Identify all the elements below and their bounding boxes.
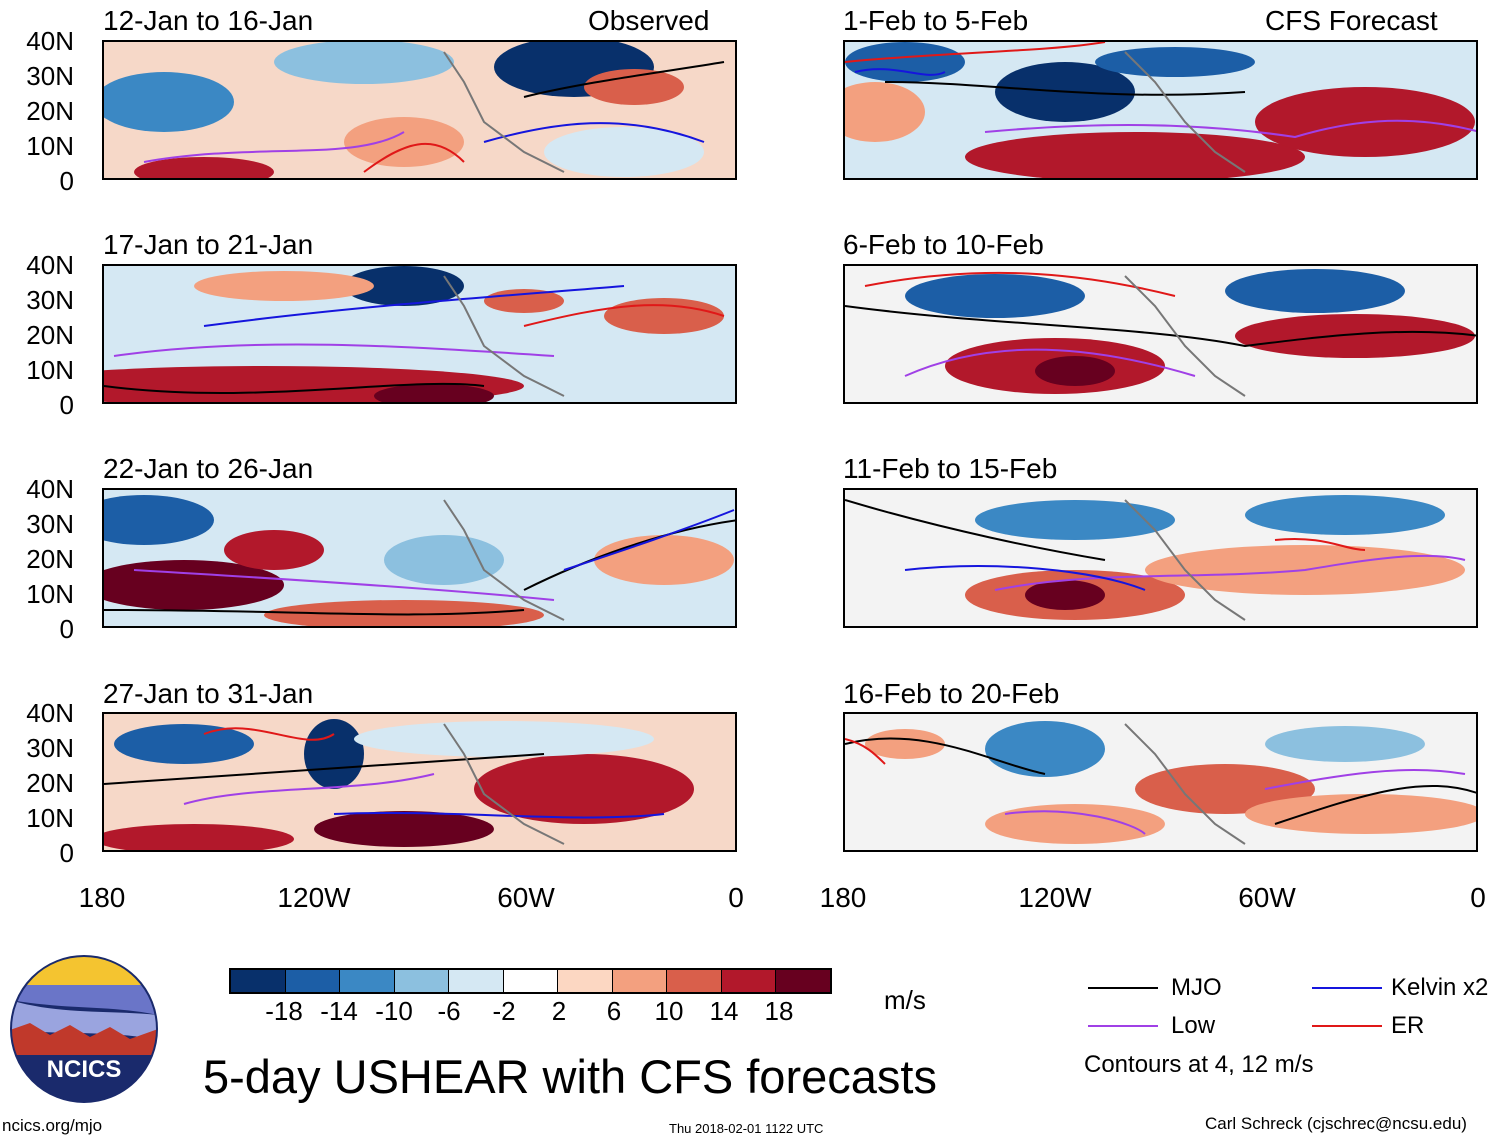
shear-field-map [104,714,735,850]
cbar-label: -6 [437,996,461,1026]
lat-label: 20N [26,768,74,798]
shear-field-map [104,490,735,626]
colorbar-swatch [503,970,559,992]
lat-label: 30N [26,61,74,91]
cbar-label: 14 [709,996,739,1026]
map-panel-obs-3 [102,488,737,628]
footer-timestamp: Thu 2018-02-01 1122 UTC [669,1121,824,1136]
colorbar-swatch [558,970,613,992]
lon-label: 120W [1018,882,1092,913]
logo-text: NCICS [47,1056,122,1083]
lat-label: 30N [26,285,74,315]
kelvin-legend-line [1312,987,1382,989]
colorbar-swatch [612,970,668,992]
colorbar-swatch [394,970,450,992]
lon-label: 0 [728,882,744,913]
er-legend-label: ER [1391,1012,1425,1039]
low-legend-label: Low [1171,1012,1216,1039]
shear-field-map [104,266,735,402]
lat-label: 20N [26,544,74,574]
colorbar-swatch [776,970,831,992]
cbar-label: 6 [606,996,622,1026]
lon-label: 60W [1238,882,1296,913]
mjo-legend-line [1088,987,1158,989]
cbar-label: -14 [320,996,358,1026]
lat-label: 30N [26,509,74,539]
footer-author: Carl Schreck (cjschrec@ncsu.edu) [1205,1114,1467,1133]
shear-field-map [845,42,1476,178]
cbar-label: -2 [492,996,516,1026]
colorbar-swatch [340,970,395,992]
lat-label: 10N [26,355,74,385]
lat-label: 0 [59,838,74,868]
footer-url: ncics.org/mjo [2,1116,103,1135]
panel-title-fcst-2: 6-Feb to 10-Feb [843,229,1044,260]
cfs-forecast-label: CFS Forecast [1265,5,1438,36]
colorbar-swatch [449,970,504,992]
map-panel-obs-4 [102,712,737,852]
cbar-label: 10 [654,996,684,1026]
panel-title-obs-4: 27-Jan to 31-Jan [103,678,314,709]
kelvin-legend-label: Kelvin x2 [1391,974,1489,1001]
units-label: m/s [884,985,926,1015]
lon-label: 0 [1470,882,1486,913]
panel-title-obs-3: 22-Jan to 26-Jan [103,453,314,484]
colorbar-swatch [721,970,777,992]
colorbar-swatch [667,970,722,992]
contour-note: Contours at 4, 12 m/s [1084,1051,1314,1078]
lat-label: 0 [59,614,74,644]
lat-label: 30N [26,733,74,763]
panel-title-obs-1: 12-Jan to 16-Jan [103,5,314,36]
map-panel-fcst-4 [843,712,1478,852]
lon-label: 60W [497,882,555,913]
cbar-label: 18 [764,996,794,1026]
colorbar [229,968,832,994]
shear-field-map [845,266,1476,402]
main-title: 5-day USHEAR with CFS forecasts [203,1050,937,1103]
lat-label: 40N [26,26,74,56]
er-legend-line [1312,1025,1382,1027]
lat-label: 10N [26,803,74,833]
map-panel-fcst-1 [843,40,1478,180]
lat-label: 20N [26,320,74,350]
cbar-label: -10 [375,996,413,1026]
colorbar-swatch [285,970,341,992]
lat-label: 40N [26,474,74,504]
map-panel-fcst-3 [843,488,1478,628]
ncics-logo: NCICS [10,955,158,1103]
panel-title-obs-2: 17-Jan to 21-Jan [103,229,314,260]
panel-title-fcst-1: 1-Feb to 5-Feb [843,5,1029,36]
low-legend-line [1088,1025,1158,1027]
panel-title-fcst-4: 16-Feb to 20-Feb [843,678,1060,709]
mjo-legend-label: MJO [1171,974,1222,1001]
shear-field-map [845,714,1476,850]
cbar-label: 2 [551,996,567,1026]
lat-label: 10N [26,131,74,161]
lat-label: 0 [59,166,74,196]
lat-label: 0 [59,390,74,420]
lat-label: 40N [26,250,74,280]
colorbar-swatch [231,970,286,992]
lat-label: 20N [26,96,74,126]
lon-label: 180 [819,882,867,913]
panel-title-fcst-3: 11-Feb to 15-Feb [843,453,1058,484]
lat-label: 40N [26,698,74,728]
observed-label: Observed [588,5,710,36]
shear-field-map [845,490,1476,626]
map-panel-obs-1 [102,40,737,180]
lat-label: 10N [26,579,74,609]
lon-label: 120W [277,882,351,913]
map-panel-fcst-2 [843,264,1478,404]
shear-field-map [104,42,735,178]
map-panel-obs-2 [102,264,737,404]
lon-label: 180 [78,882,126,913]
cbar-label: -18 [265,996,303,1026]
